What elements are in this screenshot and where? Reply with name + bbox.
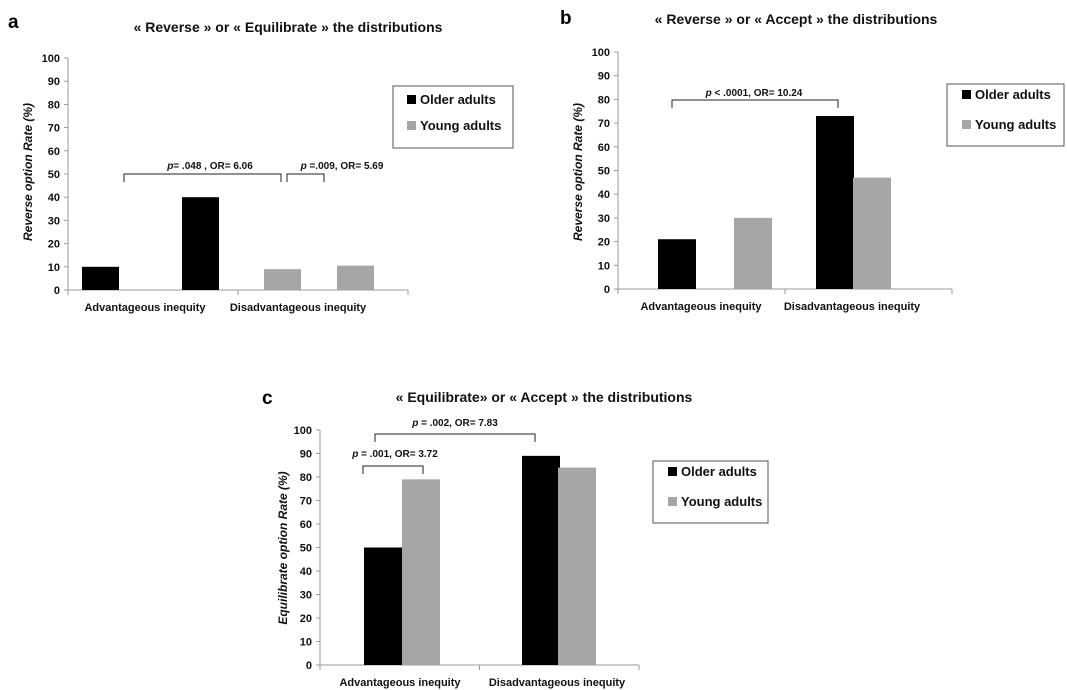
x-tick-label: Disadvantageous inequity [489,677,626,689]
y-tick-label: 20 [300,613,312,625]
y-tick-label: 40 [598,189,610,201]
y-tick-label: 80 [48,99,60,111]
significance-label: p =.009, OR= 5.69 [300,161,384,172]
significance-label: p= .048 , OR= 6.06 [166,161,253,172]
y-tick-label: 0 [306,660,312,672]
legend-label: Young adults [975,117,1056,132]
p-symbol: p [705,88,712,99]
y-tick-label: 100 [42,53,60,65]
significance-label: p = .002, OR= 7.83 [411,418,498,429]
bar-young-disadvantageous [337,265,374,290]
significance-bracket [123,173,282,182]
significance-bracket [374,433,536,442]
y-tick-label: 10 [300,637,312,649]
p-symbol: p [351,449,358,460]
y-tick-label: 0 [604,284,610,296]
bar-young-disadvantageous [853,177,891,289]
y-tick-label: 30 [598,213,610,225]
y-tick-label: 50 [598,166,610,178]
y-tick-label: 70 [300,496,312,508]
y-tick-label: 80 [300,472,312,484]
y-tick-label: 90 [598,71,610,83]
y-tick-label: 0 [54,285,60,297]
y-tick-label: 40 [48,192,60,204]
legend-label: Older adults [975,87,1051,102]
p-symbol: p [166,161,173,172]
significance-label: p = .001, OR= 3.72 [351,449,438,460]
y-tick-label: 60 [48,146,60,158]
bar-young-advantageous [264,269,301,290]
x-tick-label: Disadvantageous inequity [230,302,367,314]
x-tick-label: Advantageous inequity [339,677,461,689]
legend-swatch [668,467,677,476]
p-value-text: = .048 , OR= 6.06 [173,161,253,172]
panel-label: a [8,12,19,33]
bar-older-advantageous [658,239,696,289]
y-tick-label: 50 [300,543,312,555]
y-tick-label: 20 [598,237,610,249]
y-tick-label: 70 [48,123,60,135]
y-tick-label: 90 [48,76,60,88]
legend-swatch [962,90,971,99]
y-tick-label: 20 [48,239,60,251]
legend-swatch [668,497,677,506]
chart-title: « Reverse » or « Equilibrate » the distr… [134,19,443,35]
bar-older-disadvantageous [182,197,219,290]
y-tick-label: 60 [300,519,312,531]
x-tick-label: Disadvantageous inequity [784,301,921,313]
significance-bracket [362,465,424,474]
y-tick-label: 80 [598,94,610,106]
y-tick-label: 50 [48,169,60,181]
significance-bracket [286,173,325,182]
legend-swatch [962,120,971,129]
legend-swatch [407,95,416,104]
y-tick-label: 60 [598,142,610,154]
p-value-text: < .0001, OR= 10.24 [712,88,803,99]
chart-title: « Equilibrate» or « Accept » the distrib… [396,389,693,405]
bar-older-disadvantageous [816,115,854,290]
x-tick-label: Advantageous inequity [640,301,762,313]
y-axis-label: Reverse option Rate (%) [21,103,35,241]
y-tick-label: 30 [300,590,312,602]
y-axis-label: Reverse option Rate (%) [571,103,585,241]
y-tick-label: 30 [48,215,60,227]
legend-label: Young adults [681,494,762,509]
significance-label: p < .0001, OR= 10.24 [705,88,803,99]
p-value-text: = .001, OR= 3.72 [358,449,438,460]
p-symbol: p [411,418,418,429]
chart-title: « Reverse » or « Accept » the distributi… [655,11,938,27]
y-tick-label: 40 [300,566,312,578]
y-tick-label: 90 [300,449,312,461]
bar-older-disadvantageous [522,455,560,665]
bar-older-advantageous [82,266,119,290]
p-value-text: = .002, OR= 7.83 [418,418,498,429]
legend-label: Young adults [420,118,501,133]
y-tick-label: 10 [48,262,60,274]
y-tick-label: 10 [598,260,610,272]
x-tick-label: Advantageous inequity [84,302,206,314]
y-tick-label: 100 [592,47,610,59]
y-tick-label: 70 [598,118,610,130]
panel-label: c [262,388,273,409]
significance-bracket [671,99,839,108]
bar-young-advantageous [402,479,440,665]
bar-older-advantageous [364,547,402,665]
y-tick-label: 100 [294,425,312,437]
bar-young-disadvantageous [558,467,596,665]
legend-label: Older adults [420,92,496,107]
y-axis-label: Equilibrate option Rate (%) [276,471,290,624]
legend-swatch [407,121,416,130]
panel-label: b [560,8,572,29]
bar-young-advantageous [734,217,772,289]
legend-label: Older adults [681,464,757,479]
p-symbol: p [300,161,307,172]
p-value-text: =.009, OR= 5.69 [307,161,384,172]
